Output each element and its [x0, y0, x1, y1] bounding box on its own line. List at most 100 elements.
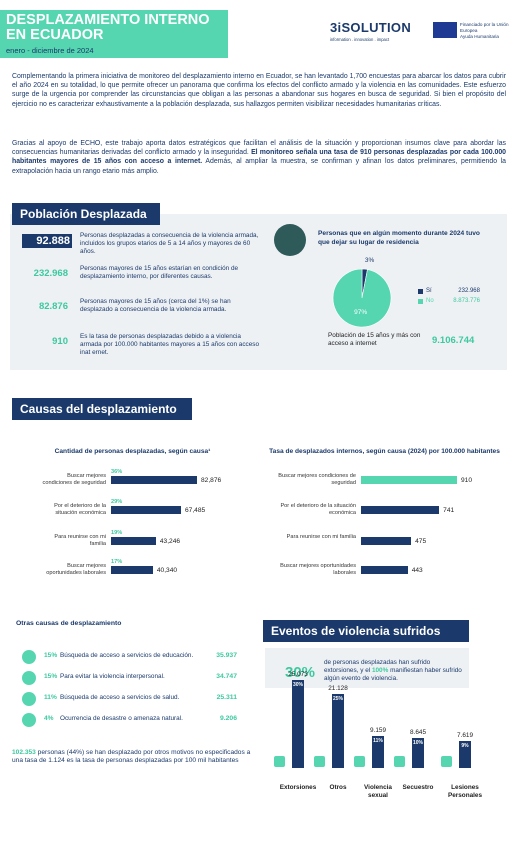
- value-label: 443: [411, 567, 423, 574]
- value-label: 43,246: [159, 538, 181, 545]
- legend-label: No: [426, 298, 434, 304]
- bar: [412, 737, 424, 768]
- pie-label: 3%: [365, 257, 375, 264]
- icon: [274, 224, 306, 256]
- item-value: 35.937: [216, 652, 237, 659]
- bar: [111, 537, 156, 545]
- text-highlight: 100%: [371, 667, 389, 674]
- section-heading: Eventos de violencia sufridos: [263, 620, 469, 642]
- intro-paragraph: Gracias al apoyo de ECHO, este trabajo a…: [12, 139, 506, 176]
- events-highlight: 30%: [285, 664, 316, 681]
- icon: [22, 692, 36, 706]
- text: de personas desplazadas han sufrido exto…: [324, 659, 431, 674]
- title-box: [0, 10, 228, 58]
- icon: [441, 756, 452, 767]
- value-label: 8.645: [410, 728, 426, 736]
- bar: [111, 476, 197, 484]
- category-label: Secuestro: [402, 784, 434, 791]
- funder-program: Ayuda Humanitaria: [460, 34, 499, 39]
- category-label: Buscar mejores oportunidades laborales: [46, 563, 106, 576]
- value-label: 21.128: [328, 684, 348, 692]
- item-value: 9.206: [219, 715, 237, 722]
- bar: [292, 680, 304, 768]
- bar: [332, 693, 344, 768]
- pie-title: Personas que en algún momento durante 20…: [318, 230, 480, 246]
- legend-count: 8.873.776: [453, 298, 480, 304]
- category-label: Lesiones Personales: [447, 784, 483, 799]
- category-label: Para reunirse con mi familia: [286, 534, 356, 540]
- stat-value: 92.888: [22, 234, 72, 248]
- icon: [22, 671, 36, 685]
- stat-value: 910: [52, 336, 68, 347]
- text: manifiestan haber sufrido algún evento d…: [324, 667, 462, 682]
- item-text: Para evitar la violencia interpersonal.: [60, 673, 165, 680]
- value-label: 910: [461, 477, 473, 484]
- stat-value: 232.968: [33, 268, 68, 279]
- logo-tagline: information . innovation . impact: [330, 37, 390, 42]
- value-label: 40,340: [156, 567, 178, 574]
- internet-value: 9.106.744: [432, 335, 475, 346]
- share-label: 10%: [412, 739, 423, 746]
- icon: [274, 756, 285, 767]
- internet-label: Población de 15 años y más con acceso a …: [328, 332, 421, 347]
- share-label: 17%: [111, 559, 123, 565]
- pie-slice: [332, 268, 392, 328]
- page-subtitle: enero - diciembre de 2024: [6, 46, 94, 55]
- note: 102.353 personas (44%) se han desplazado…: [12, 749, 252, 766]
- category-label: Otros: [329, 784, 347, 791]
- share-label: 36%: [111, 469, 123, 475]
- share-label: 25%: [332, 695, 343, 702]
- item-value: 25.311: [216, 694, 237, 701]
- bar: [361, 566, 408, 574]
- note-text: personas (44%) se han desplazado por otr…: [12, 749, 251, 765]
- note-highlight: 102.353: [12, 749, 36, 756]
- item-text: Búsqueda de acceso a servicios de educac…: [60, 652, 194, 659]
- category-label: Extorsiones: [279, 784, 317, 791]
- item-text: Búsqueda de acceso a servicios de salud.: [60, 694, 180, 701]
- share-label: 19%: [111, 530, 123, 536]
- item-share: 4%: [44, 715, 54, 722]
- share-label: 30%: [292, 682, 303, 688]
- chart-title: Cantidad de personas desplazadas, según …: [54, 448, 211, 455]
- intro-paragraph: Complementando la primera iniciativa de …: [12, 73, 506, 108]
- value-label: 9.159: [370, 726, 386, 734]
- icon: [354, 756, 365, 767]
- share-label: 9%: [461, 743, 469, 750]
- page-title: DESPLAZAMIENTO INTERNO EN ECUADOR: [6, 12, 210, 43]
- section-heading: Causas del desplazamiento: [12, 398, 192, 420]
- legend-swatch: [418, 289, 423, 294]
- text: Gracias al apoyo de ECHO, este trabajo a…: [12, 140, 506, 157]
- value-label: 25.073: [288, 671, 308, 678]
- legend-swatch: [418, 299, 423, 304]
- category-label: Buscar mejores oportunidades laborales: [280, 563, 356, 576]
- legend-label: Sí: [426, 288, 432, 294]
- value-label: 7.619: [457, 732, 473, 740]
- legend-count: 232.968: [458, 288, 480, 294]
- item-text: Ocurrencia de desastre o amenaza natural…: [60, 715, 183, 722]
- icon: [22, 713, 36, 727]
- bar: [361, 476, 457, 484]
- icon: [22, 650, 36, 664]
- text-highlight: El monitoreo señala una tasa de 910 pers…: [12, 149, 507, 166]
- panel: [10, 214, 507, 370]
- stat-text: Personas mayores de 15 años estarían en …: [80, 265, 239, 280]
- events-text: de personas desplazadas han sufrido exto…: [324, 659, 464, 683]
- pie-chart: 3% 97%: [332, 257, 392, 328]
- category-label: Violencia sexual: [364, 784, 392, 799]
- value-label: 475: [415, 538, 427, 545]
- category-label: Buscar mejores condiciones de seguridad: [42, 473, 106, 486]
- text: Además, al ampliar la muestra, se confir…: [12, 158, 507, 175]
- item-share: 11%: [44, 694, 57, 701]
- funder: Financiado por la Unión Europea: [460, 22, 509, 33]
- stat-value: 82.876: [38, 301, 68, 312]
- category-label: Para reunirse con mi familia: [54, 534, 106, 547]
- subheading: Otras causas de desplazamiento: [16, 620, 122, 627]
- bar: [459, 741, 471, 768]
- bar: [361, 537, 412, 545]
- category-label: Por el deterioro de la situación económi…: [54, 503, 106, 516]
- item-share: 15%: [44, 652, 58, 659]
- value-label: 82,876: [201, 477, 222, 484]
- icon: [394, 756, 405, 767]
- category-label: Por el deterioro de la situación económi…: [280, 503, 356, 516]
